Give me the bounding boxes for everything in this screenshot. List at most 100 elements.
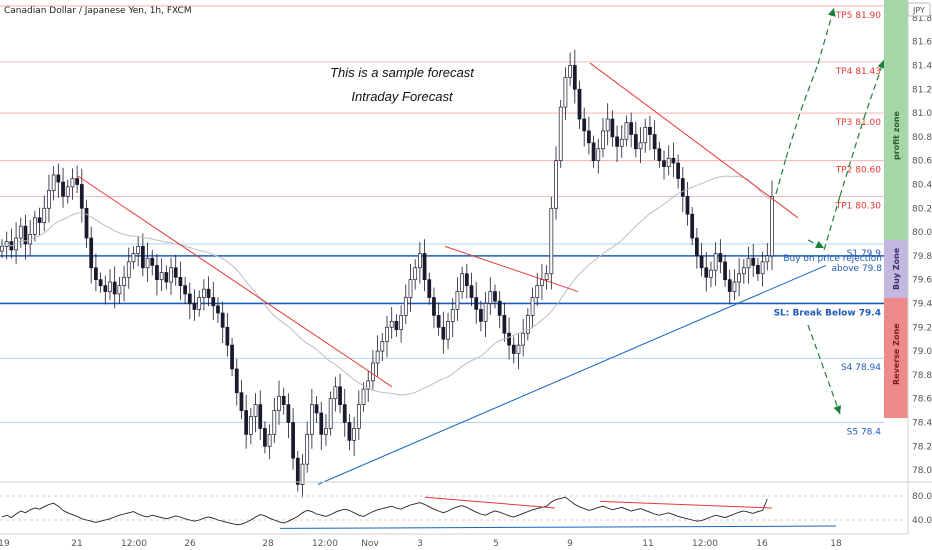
- candle-body: [751, 257, 756, 266]
- price-tick-label: 79.400: [912, 299, 932, 309]
- price-tick-label: 80.400: [912, 180, 932, 190]
- candle-body: [300, 463, 305, 485]
- candle-body: [549, 207, 554, 275]
- price-tick-label: 81.000: [912, 109, 932, 119]
- candle-body: [737, 273, 742, 283]
- level-label: TP3 81.00: [835, 118, 882, 128]
- price-tick-label: 80.600: [912, 157, 932, 167]
- candle-body: [295, 457, 300, 485]
- candle-body: [587, 130, 591, 144]
- candle-body: [51, 174, 56, 191]
- candle-body: [417, 253, 422, 269]
- candle-body: [718, 253, 723, 263]
- candle-body: [690, 213, 695, 239]
- candle-body: [98, 279, 103, 286]
- candle-body: [408, 279, 413, 298]
- candle-body: [643, 126, 648, 144]
- candle-body: [385, 326, 389, 342]
- price-tick-label: 79.200: [912, 323, 932, 333]
- candle-body: [94, 267, 98, 281]
- candle-body: [680, 178, 685, 197]
- candle-body: [234, 368, 239, 394]
- candle-body: [159, 272, 164, 281]
- candle-body: [37, 217, 42, 223]
- currency-badge: JPY: [907, 2, 931, 17]
- candle-body: [310, 404, 314, 435]
- rsi-pane: 80.00 40.00: [0, 481, 932, 534]
- candle-body: [89, 237, 94, 269]
- candle-body: [582, 118, 587, 132]
- candle-body: [488, 291, 493, 304]
- candle-body: [619, 138, 624, 147]
- buy-note-line2: above 79.8: [832, 264, 883, 274]
- time-tick-label: 28: [262, 539, 274, 549]
- candle-body: [507, 332, 511, 346]
- price-tick-label: 78.000: [912, 466, 932, 476]
- candle-body: [136, 246, 141, 254]
- candle-body: [225, 326, 230, 346]
- candle-body: [638, 142, 643, 150]
- candle-body: [446, 320, 450, 340]
- rsi-tick-label: 80.00: [912, 492, 932, 502]
- forecast-arrow-segment: [839, 117, 865, 197]
- candle-body: [441, 326, 446, 340]
- level-label: TP1 80.30: [835, 201, 882, 211]
- resistance-trendline: [589, 62, 799, 219]
- candle-body: [173, 267, 178, 278]
- level-label: TP5 81.90: [835, 11, 882, 21]
- candle-body: [666, 157, 671, 167]
- candle-body: [258, 404, 263, 429]
- buy-note-line1: Buy on price rejection: [783, 254, 882, 264]
- candle-body: [605, 118, 610, 132]
- candle-body: [422, 253, 427, 281]
- time-tick-label: 19: [0, 539, 10, 549]
- candle-body: [591, 142, 596, 162]
- level-label: S1 79.9: [847, 249, 882, 259]
- price-tick-label: 81.600: [912, 38, 932, 48]
- candle-body: [117, 285, 122, 295]
- candle-body: [394, 320, 399, 331]
- candle-body: [150, 257, 155, 266]
- level-label: TP2 80.60: [835, 166, 882, 176]
- forecast-arrow-up-main: [775, 7, 836, 195]
- forecast-arrow-segment: [863, 59, 885, 119]
- candle-body: [460, 273, 464, 292]
- candle-body: [244, 410, 249, 435]
- price-tick-label: 78.600: [912, 395, 932, 405]
- candle-body: [79, 184, 84, 209]
- price-tick-label: 78.200: [912, 442, 932, 452]
- candle-body: [765, 255, 770, 263]
- candle-body: [450, 309, 455, 322]
- candle-body: [563, 77, 568, 108]
- candle-body: [32, 217, 37, 235]
- candle-body: [399, 315, 403, 331]
- price-tick-label: 78.400: [912, 418, 932, 428]
- candle-body: [572, 65, 577, 90]
- candle-body: [756, 265, 760, 275]
- candle-body: [122, 276, 126, 286]
- candle-body: [629, 122, 634, 135]
- level-label: TP4 81.43: [835, 67, 881, 77]
- candle-body: [432, 297, 436, 316]
- candle-body: [535, 285, 540, 298]
- candle-body: [366, 380, 371, 390]
- candle-body: [479, 309, 483, 322]
- forecast-arrow-segment: [807, 324, 841, 415]
- moving-average-line: [1, 175, 773, 396]
- time-tick-label: 12:00: [692, 539, 718, 549]
- candle-body: [540, 279, 544, 286]
- candle-body: [695, 237, 699, 257]
- candle-body: [70, 178, 75, 188]
- price-tick-label: 80.200: [912, 204, 932, 214]
- time-tick-label: 21: [71, 539, 82, 549]
- buy-zone-label: Buy Zone: [892, 247, 901, 290]
- candle-body: [42, 207, 47, 223]
- candle-body: [108, 281, 112, 292]
- price-pane: TP5 81.90 TP4 81.43 TP3 81.00 TP2 80.60 TP1 …: [0, 5, 886, 498]
- rsi-line: [1, 496, 768, 526]
- candle-body: [671, 157, 676, 164]
- candle-body: [103, 285, 108, 292]
- price-tick-label: 81.200: [912, 85, 932, 95]
- forecast-arrow-down: [807, 324, 842, 415]
